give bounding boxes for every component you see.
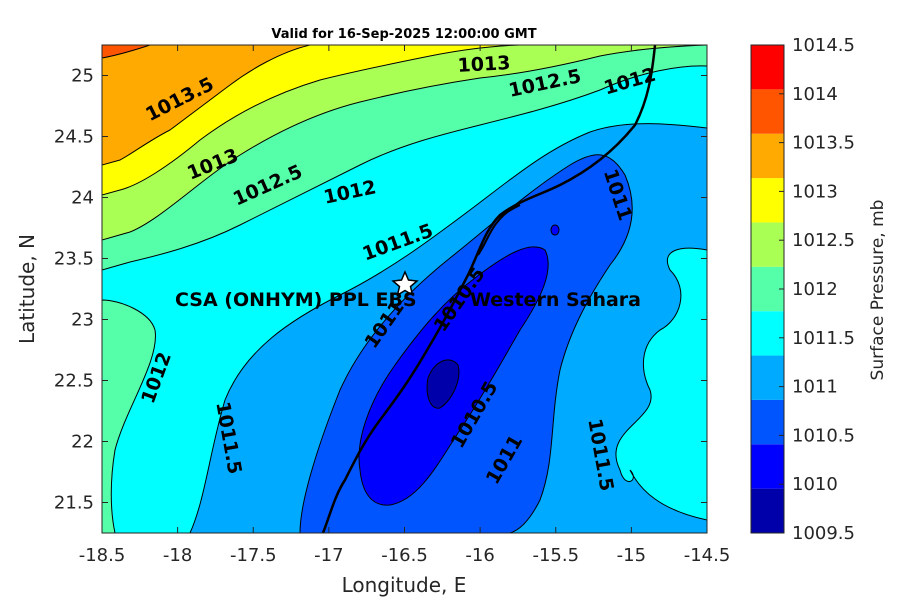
contour-band-1009-5 (426, 359, 460, 409)
colorbar-band (751, 45, 784, 90)
y-tick-label: 22 (71, 432, 94, 453)
colorbar-band (751, 488, 784, 533)
y-tick-label: 23.5 (54, 249, 94, 270)
x-tick-label: -17 (314, 545, 343, 566)
y-tick-label: 22.5 (54, 371, 94, 392)
colorbar-tick-label: 1010 (792, 474, 838, 495)
colorbar-band (751, 266, 784, 312)
x-tick-label: -14.5 (684, 545, 731, 566)
x-tick-label: -18.5 (79, 545, 126, 566)
colorbar-tick-label: 1012.5 (792, 230, 855, 251)
x-axis: -18.5 -18 -17.5 -17 -16.5 -16 -15.5 -15 -14.5 (79, 45, 731, 566)
colorbar-tick-label: 1009.5 (792, 523, 855, 544)
x-tick-label: -18 (163, 545, 192, 566)
colorbar-band (751, 311, 784, 356)
contour-band-1012-west (102, 299, 156, 533)
contour-fill-layer (102, 45, 707, 533)
y-tick-label: 25 (71, 66, 94, 87)
y-tick-label: 21.5 (54, 493, 94, 514)
y-axis-label: Latitude, N (15, 234, 39, 344)
y-tick-label: 24 (71, 188, 94, 209)
x-axis-label: Longitude, E (342, 573, 467, 597)
x-tick-label: -17.5 (230, 545, 277, 566)
y-axis: 21.5 22 22.5 23 23.5 24 24.5 25 (54, 66, 707, 514)
contour-band-1013-5 (102, 45, 311, 166)
station-label: CSA (ONHYM) PPL EBS (175, 289, 417, 311)
contour-label: 1013 (457, 52, 511, 77)
x-tick-label: -15 (617, 545, 646, 566)
x-tick-label: -16 (465, 545, 494, 566)
station-star-icon (391, 270, 419, 297)
chart-title: Valid for 16-Sep-2025 12:00:00 GMT (271, 27, 536, 42)
colorbar-band (751, 355, 784, 400)
colorbar-band (751, 399, 784, 445)
coastline (321, 45, 657, 533)
region-label: Western Sahara (470, 289, 641, 311)
y-tick-label: 24.5 (54, 127, 94, 148)
colorbar-tick-label: 1013.5 (792, 133, 855, 154)
contour-blob (550, 224, 560, 236)
x-tick-label: -15.5 (532, 545, 579, 566)
y-tick-label: 23 (71, 310, 94, 331)
colorbar: 1009.5 1010 1010.5 1011 1011.5 1012 1012.5 1013… (750, 35, 855, 544)
colorbar-band (751, 133, 784, 179)
colorbar-label: Surface Pressure, mb (868, 200, 888, 381)
coastline-inlet (477, 204, 521, 256)
colorbar-tick-label: 1014.5 (792, 35, 855, 56)
x-tick-label: -16.5 (381, 545, 428, 566)
colorbar-band (751, 178, 784, 223)
colorbar-tick-label: 1014 (792, 84, 838, 105)
colorbar-tick-label: 1011.5 (792, 328, 855, 349)
colorbar-band (751, 89, 784, 134)
colorbar-tick-label: 1011 (792, 377, 838, 398)
colorbar-tick-label: 1012 (792, 279, 838, 300)
colorbar-band (751, 222, 784, 267)
colorbar-tick-label: 1013 (792, 181, 838, 202)
colorbar-band (751, 444, 784, 489)
colorbar-tick-label: 1010.5 (792, 425, 855, 446)
